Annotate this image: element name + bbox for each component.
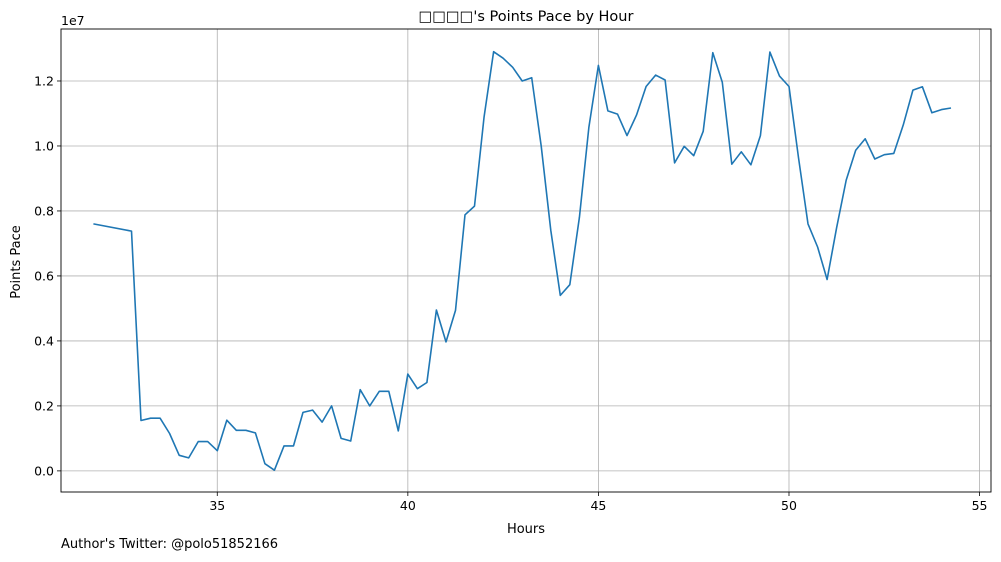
y-tick-label: 0.6 xyxy=(34,268,54,283)
x-tick-label: 40 xyxy=(400,498,416,513)
y-tick-label: 0.8 xyxy=(34,203,54,218)
y-axis-ticks: 0.0 0.2 0.4 0.6 0.8 1.0 1.2 xyxy=(34,73,61,478)
x-tick-label: 35 xyxy=(209,498,225,513)
x-axis-ticks: 35 40 45 50 55 xyxy=(209,492,988,513)
x-tick-label: 50 xyxy=(781,498,797,513)
author-footnote: Author's Twitter: @polo51852166 xyxy=(61,537,279,552)
y-tick-label: 1.0 xyxy=(34,138,54,153)
y-axis-label: Points Pace xyxy=(9,225,24,299)
y-tick-label: 0.0 xyxy=(34,463,54,478)
x-axis-label: Hours xyxy=(507,522,545,537)
y-tick-label: 0.2 xyxy=(34,398,54,413)
chart-title: □□□□'s Points Pace by Hour xyxy=(419,9,634,25)
x-tick-label: 45 xyxy=(590,498,606,513)
axes-frame xyxy=(60,28,992,493)
y-tick-label: 0.4 xyxy=(34,333,54,348)
y-tick-label: 1.2 xyxy=(34,73,54,88)
x-tick-label: 55 xyxy=(972,498,988,513)
grid-lines xyxy=(61,29,991,492)
series-line xyxy=(93,50,952,471)
y-axis-offset-text: 1e7 xyxy=(61,13,85,28)
